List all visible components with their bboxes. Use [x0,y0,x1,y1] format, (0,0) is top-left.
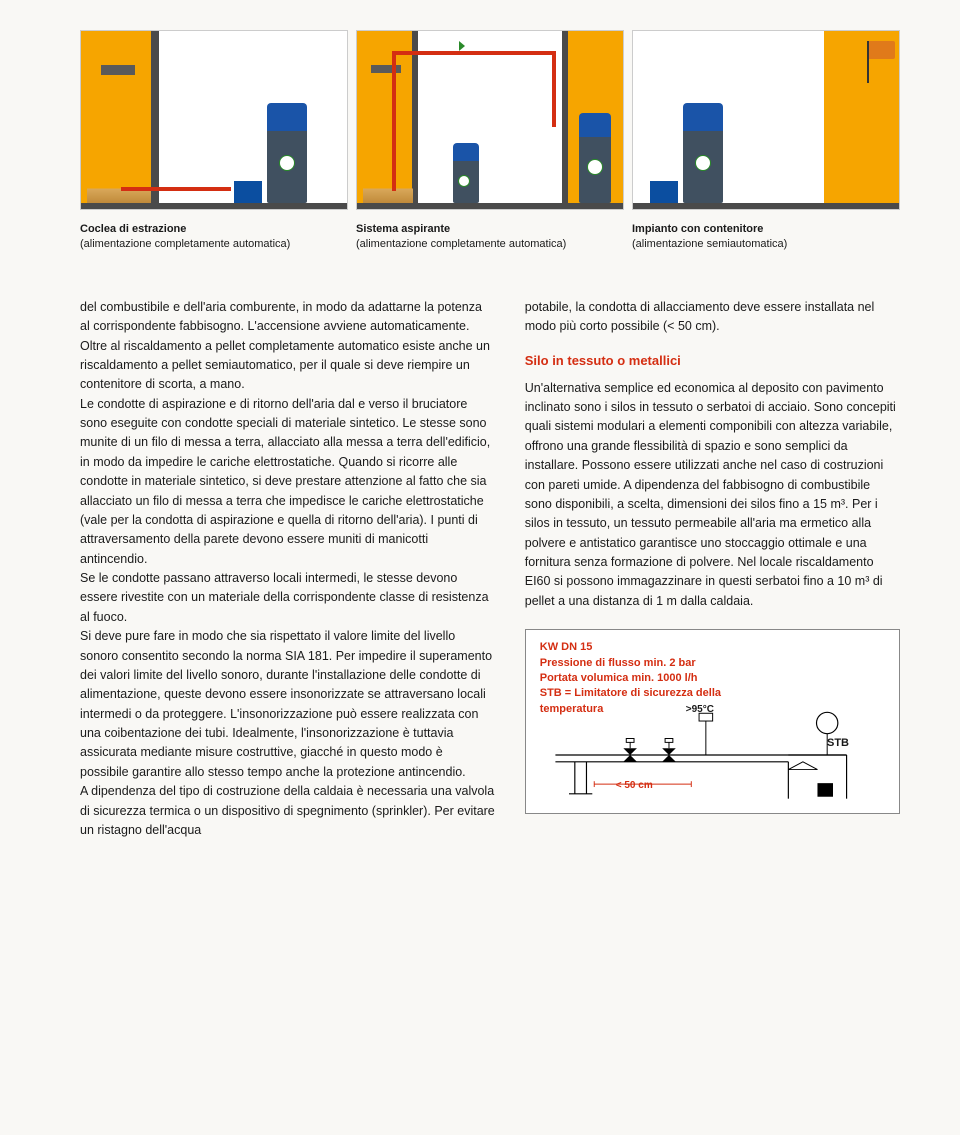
figure-coclea [80,30,348,210]
caption-1-sub: (alimentazione completamente automatica) [80,237,348,252]
body-right-section: Un'alternativa semplice ed economica al … [525,379,900,612]
caption-2: Sistema aspirante (alimentazione complet… [356,222,624,253]
body-left-text: del combustibile e dell'aria comburente,… [80,298,495,841]
schematic-temp-label: >95°C [686,702,714,718]
schematic-label-1: KW DN 15 [540,640,885,655]
schematic-diagram: KW DN 15 Pressione di flusso min. 2 bar … [525,629,900,814]
figure-aspirante [356,30,624,210]
caption-1: Coclea di estrazione (alimentazione comp… [80,222,348,253]
section-heading-silo: Silo in tessuto o metallici [525,351,900,371]
caption-2-title: Sistema aspirante [356,223,450,235]
caption-1-title: Coclea di estrazione [80,223,186,235]
column-right: potabile, la condotta di allacciamento d… [525,298,900,841]
caption-2-sub: (alimentazione completamente automatica) [356,237,624,252]
column-left: del combustibile e dell'aria comburente,… [80,298,495,841]
schematic-stb-label: STB [827,735,849,752]
body-right-intro: potabile, la condotta di allacciamento d… [525,298,900,337]
schematic-label-2: Pressione di flusso min. 2 bar [540,656,885,671]
caption-3-title: Impianto con contenitore [632,223,763,235]
figure-contenitore [632,30,900,210]
figure-row [80,30,900,210]
schematic-label-3: Portata volumica min. 1000 l/h [540,671,885,686]
schematic-dist-label: < 50 cm [616,778,653,794]
caption-3-sub: (alimentazione semiautomatica) [632,237,900,252]
body-columns: del combustibile e dell'aria comburente,… [80,298,900,841]
caption-row: Coclea di estrazione (alimentazione comp… [80,222,900,253]
document-page: Coclea di estrazione (alimentazione comp… [0,0,960,880]
caption-3: Impianto con contenitore (alimentazione … [632,222,900,253]
